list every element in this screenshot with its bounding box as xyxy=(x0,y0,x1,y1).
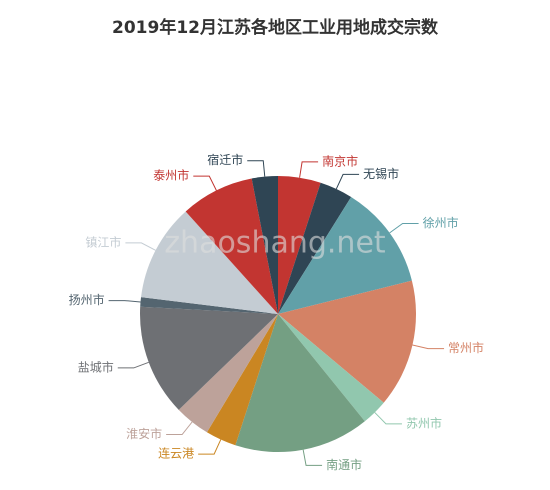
slice-label: 苏州市 xyxy=(406,415,442,430)
leader-line xyxy=(335,173,360,190)
slice-label: 南通市 xyxy=(326,457,362,472)
pie-slice xyxy=(139,306,278,410)
leader-line xyxy=(302,449,323,466)
pie-slice xyxy=(278,280,417,403)
leader-line xyxy=(412,344,445,350)
pie-slice xyxy=(185,178,278,314)
pie-slice xyxy=(141,211,278,314)
slice-label: 盐城市 xyxy=(78,359,114,374)
slice-label: 淮安市 xyxy=(126,426,162,441)
leader-line xyxy=(166,421,193,436)
leader-line xyxy=(247,160,266,177)
pie-slice xyxy=(278,176,321,314)
slice-label: 常州市 xyxy=(448,340,484,355)
leader-line xyxy=(198,439,222,455)
slice-label: 无锡市 xyxy=(363,166,399,181)
pie-slice xyxy=(251,176,278,314)
leader-line xyxy=(389,222,419,234)
leader-line xyxy=(108,300,141,303)
watermark: zhaoshang.net xyxy=(164,226,386,261)
pie-slice xyxy=(278,196,412,314)
slice-label: 扬州市 xyxy=(69,292,105,307)
slice-label: 宿迁市 xyxy=(207,152,243,167)
leader-line xyxy=(193,175,217,191)
leader-line xyxy=(299,161,319,178)
leader-line xyxy=(125,242,156,251)
pie-slice xyxy=(178,314,278,433)
pie-slice xyxy=(140,297,278,314)
slice-label: 徐州市 xyxy=(423,215,459,230)
slice-label: 连云港 xyxy=(158,446,194,461)
slice-label: 南京市 xyxy=(322,153,358,168)
leader-line xyxy=(117,361,149,369)
pie-slice xyxy=(278,182,352,314)
slice-label: 泰州市 xyxy=(153,168,189,183)
slice-label: 镇江市 xyxy=(85,234,121,249)
leader-line xyxy=(374,412,402,425)
chart-title: 2019年12月江苏各地区工业用地成交宗数 xyxy=(112,17,439,38)
pie-slice xyxy=(206,314,278,446)
pie-slice xyxy=(278,314,384,422)
pie-slice xyxy=(235,314,365,452)
